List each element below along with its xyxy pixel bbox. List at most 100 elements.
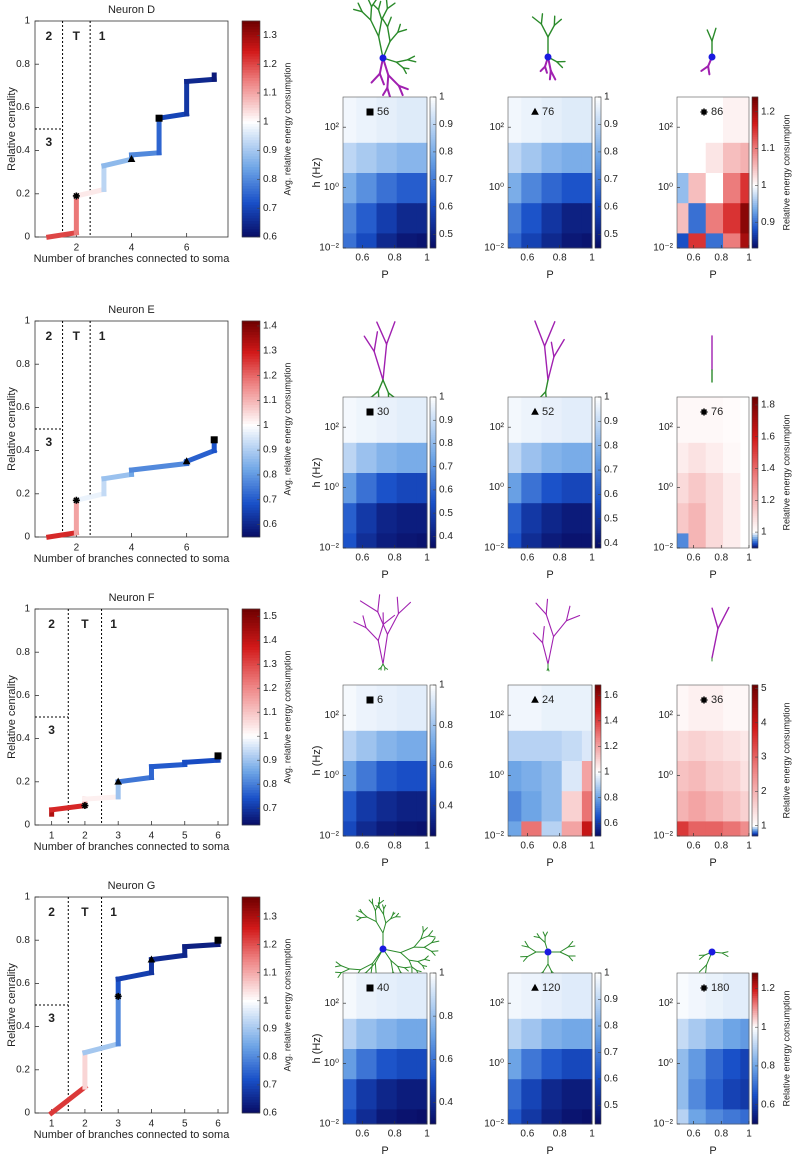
colorbar-slice [752, 1099, 758, 1102]
colorbar-slice [430, 1065, 436, 1068]
colorbar-slice [242, 61, 260, 65]
colorbar-tick-label: 0.7 [604, 1047, 618, 1058]
neurite [386, 86, 391, 98]
colorbar-slice [242, 474, 260, 478]
heatmap-cell [343, 502, 357, 534]
colorbar-slice [242, 945, 260, 949]
colorbar-slice [595, 976, 601, 979]
colorbar-slice [752, 187, 758, 190]
colorbar-slice [430, 1116, 436, 1119]
colorbar-slice [595, 215, 601, 219]
colorbar-slice [595, 696, 601, 699]
colorbar-tick-label: 0.4 [439, 531, 453, 542]
colorbar-slice [242, 1064, 260, 1068]
colorbar-slice [752, 760, 758, 763]
colorbar-slice [595, 980, 601, 983]
colorbar-slice [752, 117, 758, 120]
heatmap-cell [356, 532, 378, 549]
neurite [375, 921, 384, 934]
colorbar-slice [242, 759, 260, 764]
colorbar-slice [242, 778, 260, 783]
colorbar-slice [752, 1057, 758, 1061]
neurite [546, 667, 549, 671]
colorbar-slice [242, 426, 260, 430]
colorbar-slice [752, 225, 758, 228]
colorbar-slice [595, 1102, 601, 1106]
colorbar-slice [242, 55, 260, 60]
colorbar-slice [242, 447, 260, 451]
colorbar-slice [242, 20, 260, 24]
colorbar-tick-label: 1.5 [263, 611, 277, 622]
heatmap-cell [396, 1048, 418, 1080]
colorbar-slice [752, 1076, 758, 1079]
colorbar-slice [430, 797, 436, 801]
colorbar-slice [430, 126, 436, 130]
colorbar-slice [595, 1051, 601, 1055]
colorbar-slice [752, 1116, 758, 1119]
colorbar-slice [242, 757, 260, 761]
neurite [408, 959, 419, 963]
colorbar-tick-label: 0.6 [263, 519, 277, 530]
y-tick-label: 10² [659, 122, 674, 133]
colorbar-slice [242, 144, 260, 149]
x-tick-label: 0.6 [520, 841, 534, 852]
colorbar-slice [752, 219, 758, 222]
colorbar-slice [595, 1016, 601, 1019]
colorbar-tick-label: 0.6 [604, 1074, 618, 1085]
colorbar-slice [752, 711, 758, 714]
colorbar-slice [430, 826, 436, 829]
colorbar-tick-label: 0.6 [439, 760, 453, 771]
colorbar-slice [242, 1053, 260, 1057]
colorbar-slice [430, 1110, 436, 1113]
y-tick-label: 0 [24, 232, 30, 243]
colorbar-slice [242, 385, 260, 389]
colorbar-slice [595, 1034, 601, 1038]
heatmap-cell [521, 973, 543, 1019]
colorbar-slice [430, 428, 436, 432]
colorbar-slice [595, 449, 601, 453]
neurite [431, 940, 440, 944]
heatmap-cell [356, 1048, 378, 1080]
colorbar-slice [595, 164, 601, 168]
colorbar-slice [595, 739, 601, 742]
colorbar-slice [752, 453, 758, 456]
heatmap-cell [723, 397, 741, 443]
colorbar-slice [752, 767, 758, 771]
marker-star [72, 496, 80, 504]
colorbar-slice [242, 714, 260, 718]
colorbar-slice [752, 487, 758, 490]
neurite [368, 899, 374, 905]
heatmap-cell [677, 1018, 689, 1049]
annotation: 56 [377, 106, 389, 118]
colorbar-slice [752, 724, 758, 727]
heatmap-cell [561, 685, 583, 731]
colorbar-slice [752, 991, 758, 995]
colorbar-slice [752, 995, 758, 998]
colorbar-slice [595, 1019, 601, 1023]
heatmap-cell [376, 973, 398, 1019]
colorbar-slice [752, 705, 758, 708]
heatmap-cell [723, 502, 741, 534]
colorbar-slice [752, 151, 758, 154]
colorbar-slice [242, 948, 260, 952]
colorbar-slice [595, 432, 601, 436]
colorbar-slice [595, 993, 601, 996]
heatmap-cell [561, 1048, 583, 1080]
colorbar-slice [430, 215, 436, 219]
colorbar-slice [752, 797, 758, 801]
colorbar-slice [242, 142, 260, 146]
colorbar-slice [430, 483, 436, 487]
neurite [542, 931, 546, 937]
colorbar-tick-label: 0.9 [263, 1023, 277, 1034]
neurite [335, 961, 342, 967]
colorbar-slice [595, 115, 601, 119]
heatmap-cell [677, 472, 689, 504]
neurite [386, 613, 400, 635]
colorbar-slice [595, 402, 601, 405]
heatmap-cell [376, 1108, 398, 1125]
colorbar-tick-label: 1.3 [263, 911, 277, 922]
neurite [531, 16, 543, 25]
colorbar-slice [430, 477, 436, 481]
heatmap-cell [677, 760, 689, 792]
colorbar-slice [595, 775, 601, 778]
